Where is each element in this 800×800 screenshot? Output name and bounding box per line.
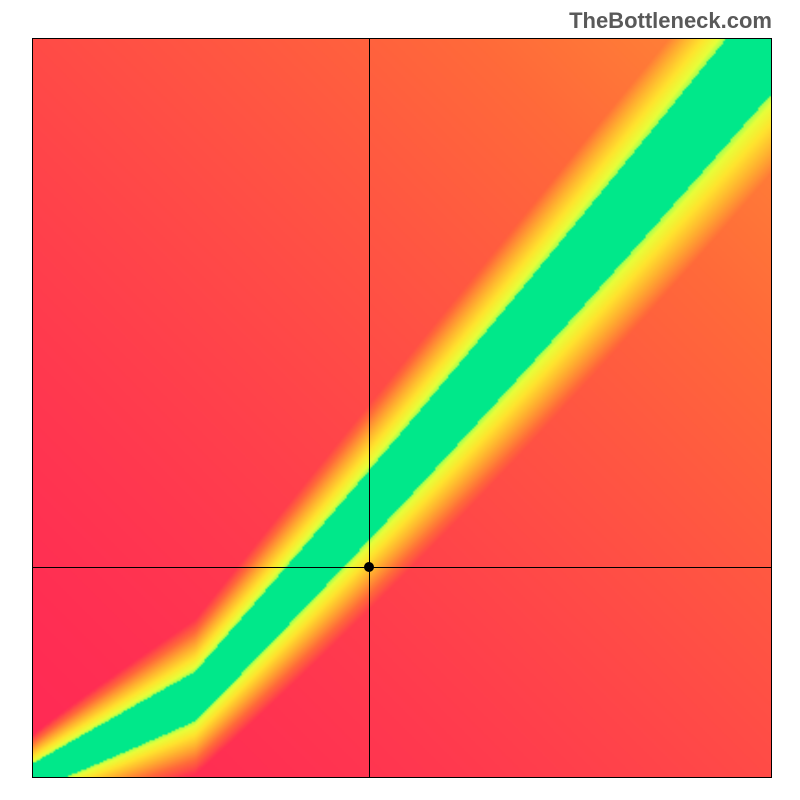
heatmap-canvas xyxy=(33,39,771,777)
crosshair-dot xyxy=(364,562,374,572)
crosshair-horizontal xyxy=(33,567,771,568)
bottleneck-heatmap xyxy=(32,38,772,778)
watermark-text: TheBottleneck.com xyxy=(569,8,772,34)
crosshair-vertical xyxy=(369,39,370,777)
